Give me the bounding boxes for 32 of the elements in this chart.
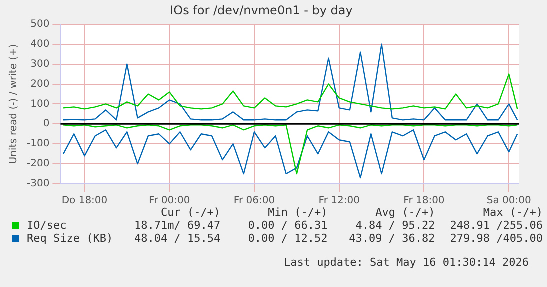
text: Max (-/+) — [482, 206, 544, 219]
legend-label: Req Size (KB) — [27, 232, 114, 245]
y-tick-label: 0 — [43, 118, 50, 130]
x-tick-label: Fr 06:00 — [234, 196, 276, 207]
text: Min (-/+) — [267, 206, 329, 219]
y-tick-label: 300 — [30, 58, 50, 70]
text: Last update: Sat May 16 01:30:14 2026 — [282, 256, 530, 269]
chart-title: IOs for /dev/nvme0n1 - by day — [170, 3, 353, 18]
text: 0.00 / 12.52 — [247, 232, 329, 245]
text: 18.71m/ 69.47 — [133, 219, 222, 232]
y-tick-label: 400 — [30, 38, 50, 50]
x-tick-label: Sa 00:00 — [486, 196, 532, 207]
text: 279.98 /405.00 — [449, 232, 544, 245]
text: Avg (-/+) — [374, 206, 436, 219]
y-tick-label: 200 — [30, 78, 50, 90]
x-tick-label: Fr 00:00 — [149, 196, 190, 207]
y-axis-title: Units read (-) / write (+) — [8, 44, 20, 164]
y-tick-label: 500 — [30, 18, 50, 30]
x-tick-label: Fr 12:00 — [318, 196, 360, 207]
text: 248.91 /255.06 — [449, 219, 544, 232]
x-tick-label: Do 18:00 — [62, 196, 108, 207]
text: 0.00 / 66.31 — [247, 219, 329, 232]
legend-label: IO/sec — [27, 219, 67, 232]
y-tick-label: -100 — [26, 138, 50, 150]
y-tick-label: -200 — [26, 158, 50, 170]
text: Cur (-/+) — [160, 206, 222, 219]
text: 4.84 / 95.22 — [354, 219, 436, 232]
text: 43.09 / 36.82 — [348, 232, 436, 245]
text: 48.04 / 15.54 — [133, 232, 222, 245]
x-tick-label: Fr 18:00 — [404, 196, 445, 207]
y-tick-label: -300 — [26, 178, 50, 190]
y-tick-label: 100 — [30, 98, 50, 110]
